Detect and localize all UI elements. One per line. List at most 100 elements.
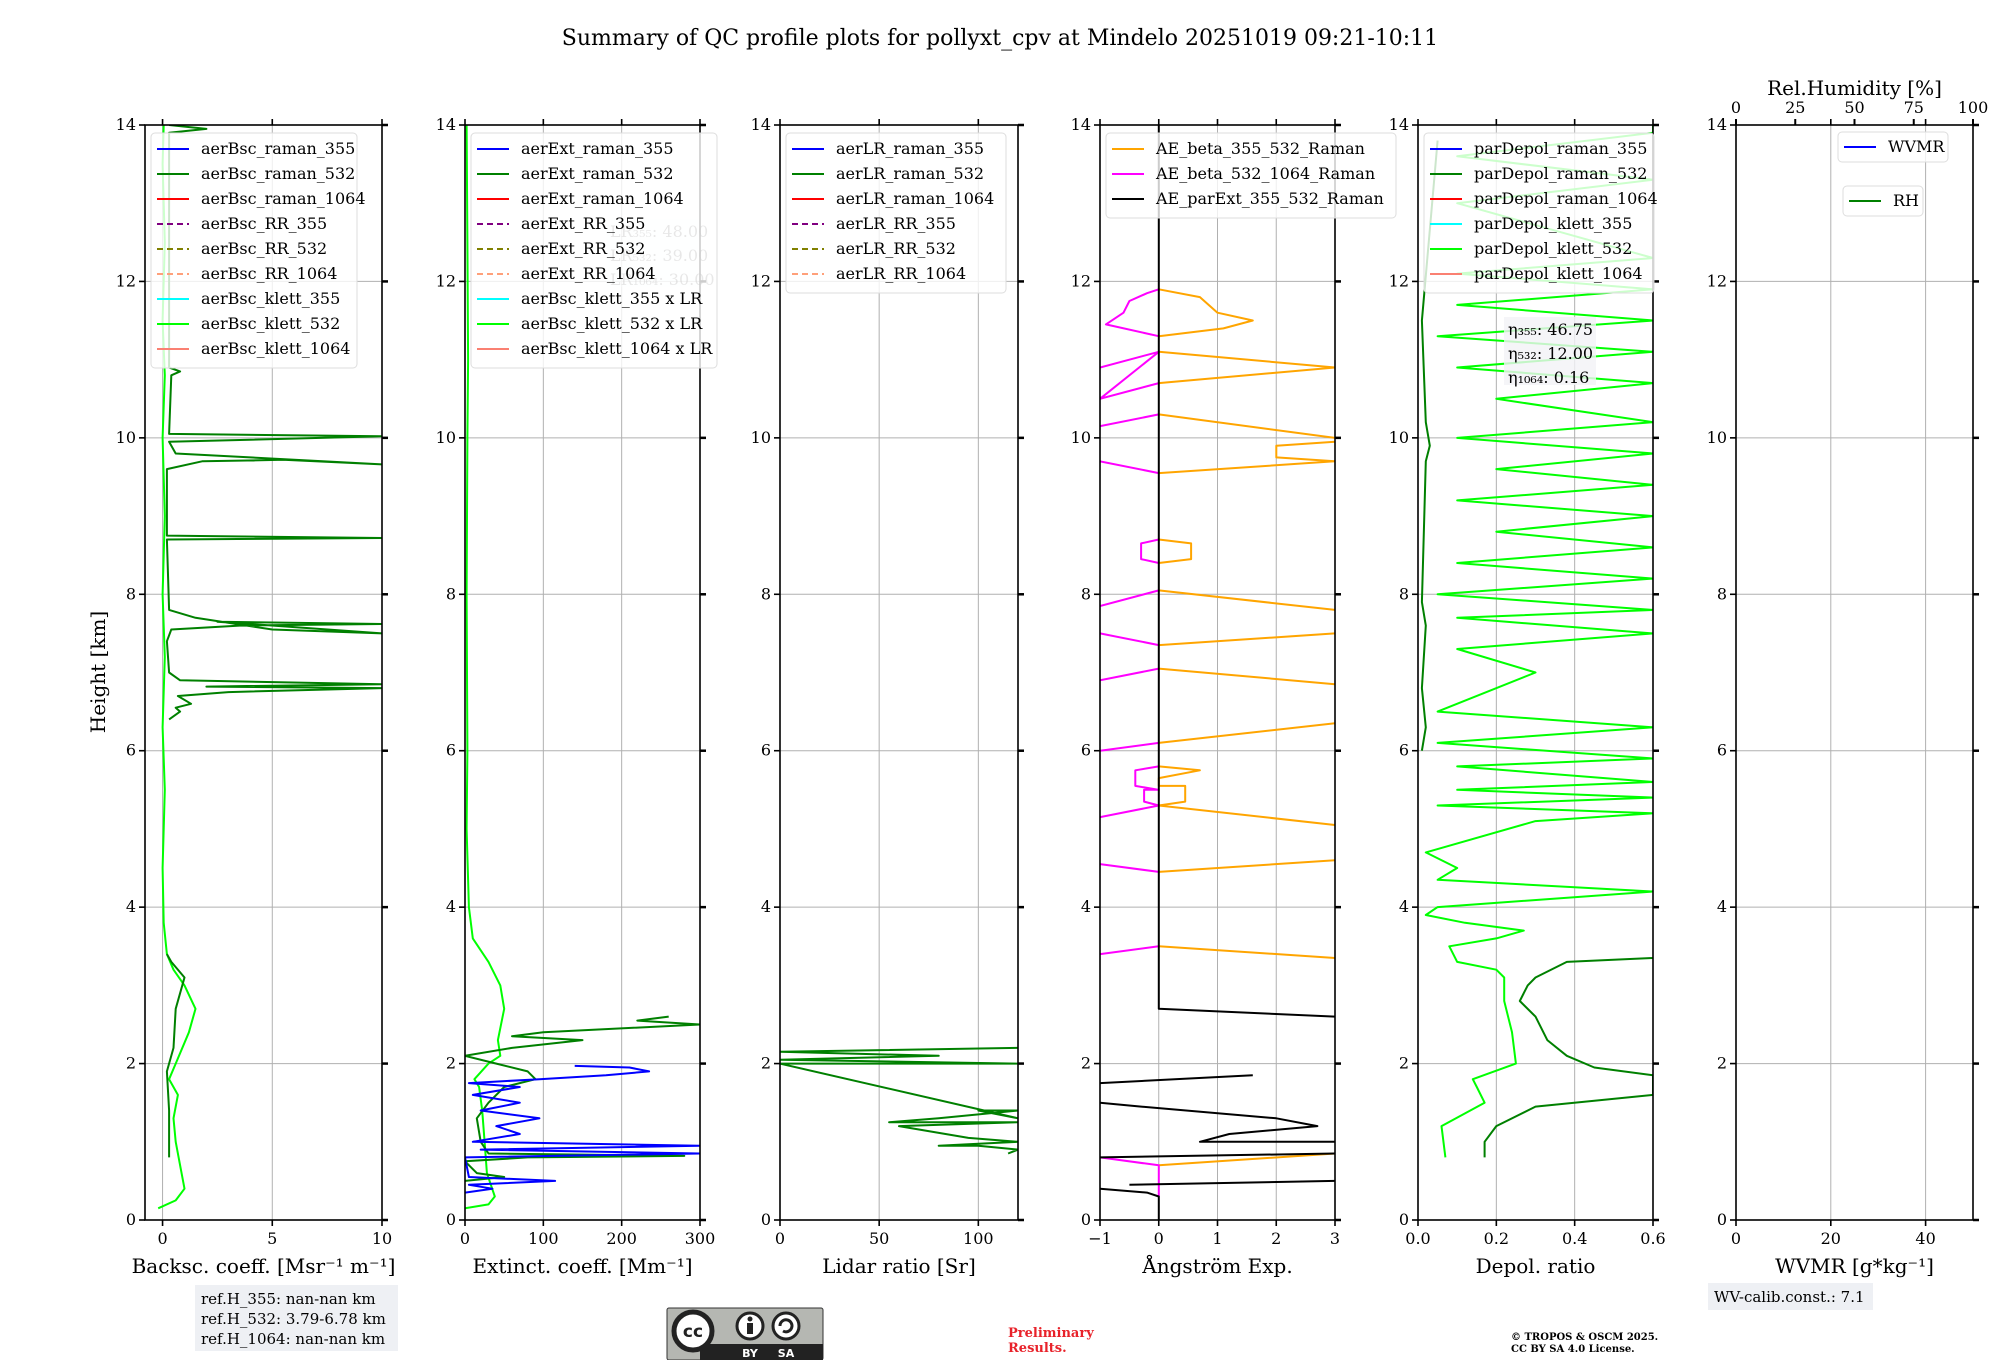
series-line-ae_beta_355_532_raman_b10 [1158, 440, 1335, 475]
x-tick-label: 300 [685, 1229, 716, 1248]
y-tick-label: 6 [1399, 741, 1409, 760]
ref-height-1064: ref.H_1064: nan-nan km [201, 1330, 385, 1348]
legend-label: AE_beta_532_1064_Raman [1155, 164, 1375, 183]
y-tick-label: 10 [116, 428, 136, 447]
y-tick-label: 10 [1389, 428, 1409, 447]
legend-label: aerLR_raman_1064 [836, 189, 994, 208]
y-tick-label: 12 [751, 271, 771, 290]
x-tick-label: 5 [267, 1229, 277, 1248]
legend-label: parDepol_raman_355 [1474, 139, 1647, 158]
y-tick-label: 4 [446, 897, 456, 916]
series-line-ae_beta_355_532_raman_b12 [1158, 350, 1335, 385]
y-tick-label: 0 [1399, 1210, 1409, 1229]
y-tick-label: 10 [1071, 428, 1091, 447]
series-line-ae_beta_532_1064_raman_m13 [1104, 288, 1160, 338]
legend-label: RH [1893, 191, 1919, 210]
share-alike-icon [771, 1311, 801, 1341]
y-tick-label: 8 [1717, 584, 1727, 603]
legend-frame [470, 132, 718, 369]
panel-extinction: 0 2 4 6 8 10 12 14 0 100 200 300 Extinct. coeff. [Mm… [436, 115, 718, 1278]
legend: aerBsc_raman_355 aerBsc_raman_532 aerBsc_r… [150, 132, 366, 369]
series-line-ae_beta_532_1064_raman_m5 [1100, 741, 1159, 752]
series-line-pardepol_raman_532_upper [1420, 140, 1439, 751]
legend-label: aerExt_raman_532 [521, 164, 674, 183]
legend-label: aerBsc_klett_1064 x LR [521, 339, 713, 358]
series-line-ae_beta_532_1064_raman_m8 [1100, 589, 1160, 607]
plot-frame [779, 124, 1019, 1221]
y-tick-label: 0 [446, 1210, 456, 1229]
series-line-ae_parext_355_532_raman_b2 [1100, 1152, 1335, 1159]
y-tick-label: 12 [116, 271, 136, 290]
panel-backscatter: 0 2 4 6 8 10 12 14 0 5 10 Backsc. coeff. [Msr⁻¹ m⁻¹… [116, 115, 396, 1278]
legend-label: aerExt_raman_355 [521, 139, 674, 158]
x-tick-label: 0.6 [1640, 1229, 1665, 1248]
x-tick-label: 100 [963, 1229, 994, 1248]
legend-label: aerBsc_RR_1064 [201, 264, 337, 283]
legend-label: parDepol_klett_1064 [1474, 264, 1643, 283]
y-tick-label: 14 [1389, 115, 1409, 134]
legend-label: aerBsc_klett_355 [201, 289, 340, 308]
series-line-ae_beta_355_532_raman_b6 [1158, 667, 1335, 686]
legend-frame [1837, 131, 1949, 163]
y-tick-label: 8 [1081, 584, 1091, 603]
y-tick-label: 14 [436, 115, 456, 134]
wv-calib-box: WV-calib.const.: 7.1 [1708, 1283, 1873, 1310]
panel-lidar_ratio: 0 2 4 6 8 10 12 14 0 50 100 Lidar ratio [Sr] aerLR_r… [751, 115, 1024, 1278]
y-tick-label: 14 [1071, 115, 1091, 134]
legend-label: aerBsc_raman_1064 [201, 189, 366, 208]
plot-frame [464, 124, 701, 1221]
x-axis-label: WVMR [g*kg⁻¹] [1775, 1254, 1934, 1278]
series-line-ae_beta_355_532_raman_b8 [1158, 589, 1335, 611]
x-tick-label: 0 [1731, 1229, 1741, 1248]
copyright-line-2: CC BY SA 4.0 License. [1511, 1344, 1635, 1355]
legend-label: aerBsc_raman_532 [201, 164, 355, 183]
preliminary-line-1: Preliminary [1008, 1326, 1094, 1341]
series-line-ae_beta_532_1064_raman_m12 [1100, 350, 1160, 400]
series-line-ae_beta_355_532_raman_b1 [1158, 945, 1335, 959]
legend-label: aerBsc_klett_532 [201, 314, 340, 333]
series-line-pardepol_raman_532 [1483, 957, 1653, 1158]
legend-label: aerExt_raman_1064 [521, 189, 684, 208]
x-tick-label: 0 [1154, 1229, 1164, 1248]
y-tick-label: 8 [1399, 584, 1409, 603]
legend: parDepol_raman_355 parDepol_raman_532 parD… [1423, 132, 1658, 294]
x-tick-label: 2 [1271, 1229, 1281, 1248]
y-tick-label: 4 [1081, 897, 1091, 916]
ref-heights-box: ref.H_355: nan-nan km ref.H_532: 3.79-6.… [195, 1285, 398, 1351]
x2-tick-label: 100 [1958, 98, 1989, 117]
y-tick-label: 14 [116, 115, 136, 134]
y-tick-label: 6 [1081, 741, 1091, 760]
y-tick-label: 2 [126, 1054, 136, 1073]
cc-icon-label: cc [683, 1322, 703, 1342]
legend-label: aerLR_raman_532 [836, 164, 984, 183]
legend-label: aerBsc_RR_355 [201, 214, 327, 233]
x-tick-label: −1 [1088, 1229, 1112, 1248]
x-axis-label: Ångström Exp. [1141, 1253, 1292, 1278]
legend-label: aerExt_RR_355 [521, 214, 645, 233]
copyright-line-1: © TROPOS & OSCM 2025. [1511, 1332, 1658, 1343]
series-line-ae_beta_355_532_raman_b4 [1157, 765, 1201, 807]
series-line-ae_beta_532_1064_raman_m7 [1100, 632, 1159, 647]
y-tick-label: 6 [446, 741, 456, 760]
legend-frame [150, 132, 358, 369]
series-line-ae_beta_532_1064_raman_m3 [1100, 804, 1159, 819]
legend-frame [1105, 132, 1397, 219]
x-tick-label: 0 [775, 1229, 785, 1248]
x-tick-label: 200 [606, 1229, 637, 1248]
y-tick-label: 2 [1081, 1054, 1091, 1073]
y-tick-label: 8 [761, 584, 771, 603]
panel-depolarization: 0 2 4 6 8 10 12 14 0.0 0.2 0.4 0.6 Depol. ratio η₃₅₅:… [1389, 115, 1666, 1278]
annotation-bg [1504, 317, 1596, 385]
x-tick-label: 10 [372, 1229, 392, 1248]
annotation-line: η₃₅₅: 46.75 [1508, 320, 1593, 339]
series-line-ae_parext_355_532_raman_b3 [1100, 1101, 1335, 1143]
legend-label: AE_parExt_355_532_Raman [1155, 189, 1384, 208]
y-tick-label: 6 [126, 741, 136, 760]
wv-calib-text: WV-calib.const.: 7.1 [1714, 1288, 1865, 1306]
series-line-ae_beta_532_1064_raman_m9 [1140, 538, 1160, 564]
series-line-aerext_raman_355 [465, 1064, 700, 1194]
legend-label: parDepol_klett_355 [1474, 214, 1632, 233]
y-tick-label: 12 [1707, 271, 1727, 290]
